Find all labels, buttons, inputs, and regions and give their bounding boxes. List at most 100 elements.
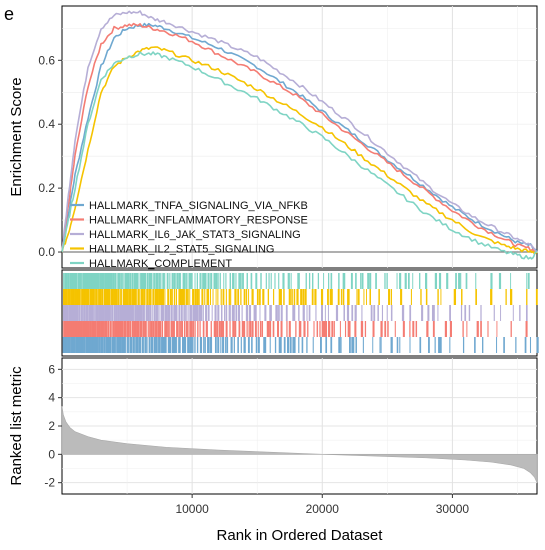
hit-bar [455, 273, 457, 289]
hit-bar [394, 321, 396, 337]
hit-bar [401, 305, 405, 321]
hit-bar [363, 289, 365, 305]
hit-bar [189, 305, 192, 321]
hit-bar [69, 273, 71, 289]
hit-bar [343, 273, 346, 289]
hit-bar [269, 305, 272, 321]
hit-bar [111, 289, 114, 305]
hit-bar [259, 321, 262, 337]
hit-bar [261, 321, 264, 337]
hit-bar [84, 289, 86, 305]
hit-bar [367, 273, 370, 289]
hit-bar [95, 273, 98, 289]
hit-bar [144, 337, 147, 353]
rm-ytick-label: 0 [48, 447, 55, 461]
hit-bar [159, 289, 162, 305]
hit-bar [351, 305, 354, 321]
hit-bar [475, 289, 477, 305]
hit-bar [351, 337, 354, 353]
hit-bar [220, 337, 222, 353]
hit-bar [133, 289, 135, 305]
hit-bar [205, 305, 208, 321]
hit-bar [108, 305, 111, 321]
hit-bar [94, 273, 97, 289]
hit-bar [79, 289, 81, 305]
hit-bar [323, 273, 325, 289]
hit-bar [151, 337, 154, 353]
hit-bar [172, 321, 175, 337]
hit-bar [107, 321, 109, 337]
hit-bar [311, 273, 314, 289]
es-ytick-label: 0.4 [38, 117, 55, 131]
hit-bar [164, 289, 166, 305]
hit-bar [474, 337, 476, 353]
hit-bar [70, 273, 73, 289]
hit-bar [128, 289, 131, 305]
hit-bar [130, 289, 132, 305]
hit-bar [107, 289, 109, 305]
hit-bar [219, 273, 221, 289]
hit-bar [116, 337, 119, 353]
hit-bar [87, 305, 89, 321]
hit-bar [434, 337, 436, 353]
hit-bar [108, 273, 111, 289]
hit-bar [88, 305, 91, 321]
hit-bar [264, 337, 267, 353]
hit-bar [127, 305, 130, 321]
hit-bar [340, 289, 342, 305]
hit-bar [301, 337, 304, 353]
hit-bar [125, 305, 128, 321]
hit-bar [126, 305, 129, 321]
hit-bar [78, 305, 80, 321]
hit-bar [162, 273, 165, 289]
hit-bar [313, 321, 315, 337]
hit-bar [222, 321, 225, 337]
hit-bar [100, 337, 103, 353]
hit-bar [101, 273, 104, 289]
hit-bar [126, 337, 128, 353]
hit-bar [62, 337, 65, 353]
hit-bar [87, 289, 89, 305]
x-axis-ticks: 10000 20000 30000 [175, 494, 469, 516]
hit-bar [75, 337, 77, 353]
hit-bar [475, 273, 477, 289]
rm-ytick-label: 6 [48, 362, 55, 376]
hit-bar [102, 289, 104, 305]
hit-bar [149, 273, 152, 289]
hit-bar [128, 321, 130, 337]
hit-bar [137, 337, 139, 353]
hit-bar [525, 321, 528, 337]
hit-bar [210, 337, 213, 353]
hit-bar [245, 305, 249, 321]
hit-bar [379, 337, 381, 353]
hit-bar [140, 289, 144, 305]
hit-bar [139, 305, 143, 321]
hit-bar [160, 305, 163, 321]
hit-bar [323, 321, 326, 337]
hit-bar [444, 321, 447, 337]
hit-bar [259, 289, 261, 305]
hit-bar [133, 273, 136, 289]
hit-bar [72, 305, 75, 321]
hit-bar [73, 337, 76, 353]
hit-bar [234, 321, 237, 337]
hit-bar [390, 337, 393, 353]
hit-bar [121, 337, 123, 353]
hit-bar [113, 337, 116, 353]
hit-bar [396, 273, 398, 289]
hit-bar [103, 337, 106, 353]
hit-bar [149, 305, 152, 321]
hit-bar [160, 337, 162, 353]
hit-bar [410, 289, 412, 305]
hit-bar [94, 337, 97, 353]
enrichment-score-panel: HALLMARK_TNFA_SIGNALING_VIA_NFKB HALLMARK… [8, 5, 538, 270]
legend-label-4: HALLMARK_COMPLEMENT [89, 258, 232, 270]
hit-bar [161, 273, 163, 289]
hit-bar [505, 289, 507, 305]
hit-bar [150, 337, 152, 353]
hit-bar [453, 289, 457, 305]
hit-bar [248, 321, 250, 337]
hit-bar [71, 305, 73, 321]
panel-label: e [4, 4, 14, 24]
hit-bar [146, 289, 149, 305]
